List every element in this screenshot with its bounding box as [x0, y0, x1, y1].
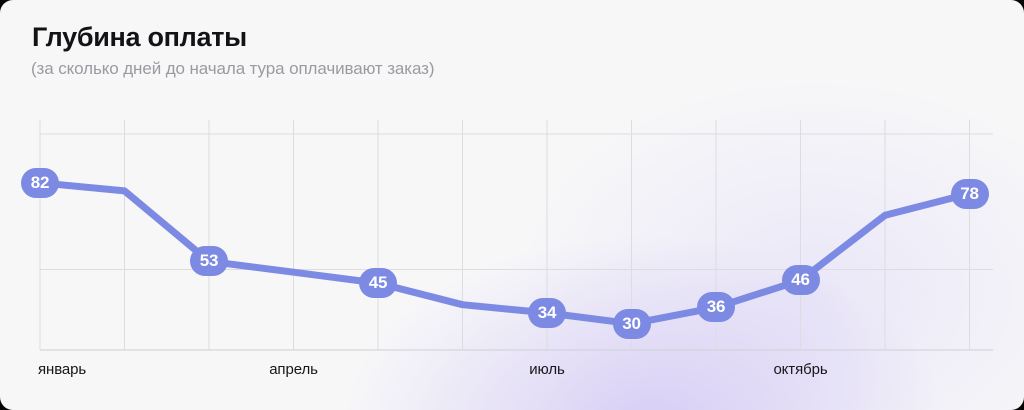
x-axis-label: январь	[38, 361, 87, 378]
data-point-badge: 30	[612, 308, 651, 339]
data-point-badge: 45	[359, 268, 397, 299]
data-point-badge: 53	[190, 246, 228, 277]
data-point-badge: 34	[528, 297, 566, 328]
payment-depth-series-line	[36, 179, 973, 328]
data-point-badge: 78	[950, 178, 989, 209]
page-title: Глубина оплаты	[32, 22, 247, 52]
x-axis-label: июль	[529, 361, 565, 378]
data-point-badge: 82	[21, 167, 59, 198]
page-subtitle: (за сколько дней до начала тура оплачива…	[31, 59, 435, 78]
data-point-badge: 36	[697, 292, 735, 323]
x-axis-label: октябрь	[773, 361, 828, 378]
x-axis-label: апрель	[269, 361, 318, 378]
data-point-badge: 46	[781, 265, 820, 296]
